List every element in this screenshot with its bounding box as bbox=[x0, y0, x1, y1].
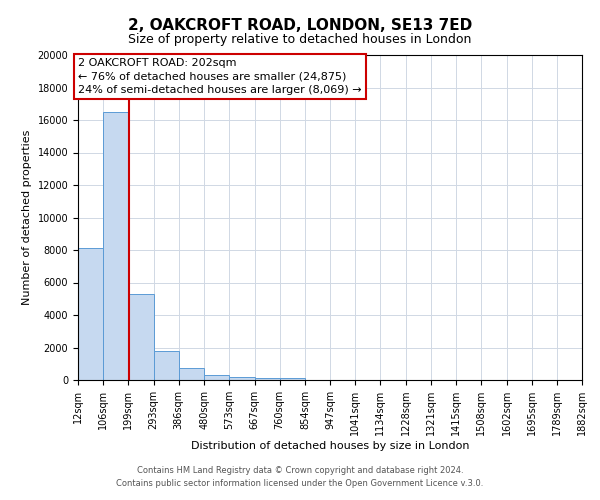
X-axis label: Distribution of detached houses by size in London: Distribution of detached houses by size … bbox=[191, 441, 469, 451]
Text: Contains HM Land Registry data © Crown copyright and database right 2024.
Contai: Contains HM Land Registry data © Crown c… bbox=[116, 466, 484, 487]
Bar bbox=[254, 378, 280, 380]
Bar bbox=[204, 376, 229, 380]
Bar bbox=[229, 377, 254, 380]
Text: 2 OAKCROFT ROAD: 202sqm
← 76% of detached houses are smaller (24,875)
24% of sem: 2 OAKCROFT ROAD: 202sqm ← 76% of detache… bbox=[78, 58, 362, 94]
Text: 2, OAKCROFT ROAD, LONDON, SE13 7ED: 2, OAKCROFT ROAD, LONDON, SE13 7ED bbox=[128, 18, 472, 32]
Bar bbox=[103, 112, 128, 380]
Bar bbox=[128, 294, 154, 380]
Bar bbox=[78, 248, 103, 380]
Text: Size of property relative to detached houses in London: Size of property relative to detached ho… bbox=[128, 32, 472, 46]
Bar bbox=[179, 368, 204, 380]
Bar bbox=[280, 378, 305, 380]
Bar bbox=[154, 351, 179, 380]
Y-axis label: Number of detached properties: Number of detached properties bbox=[22, 130, 32, 305]
